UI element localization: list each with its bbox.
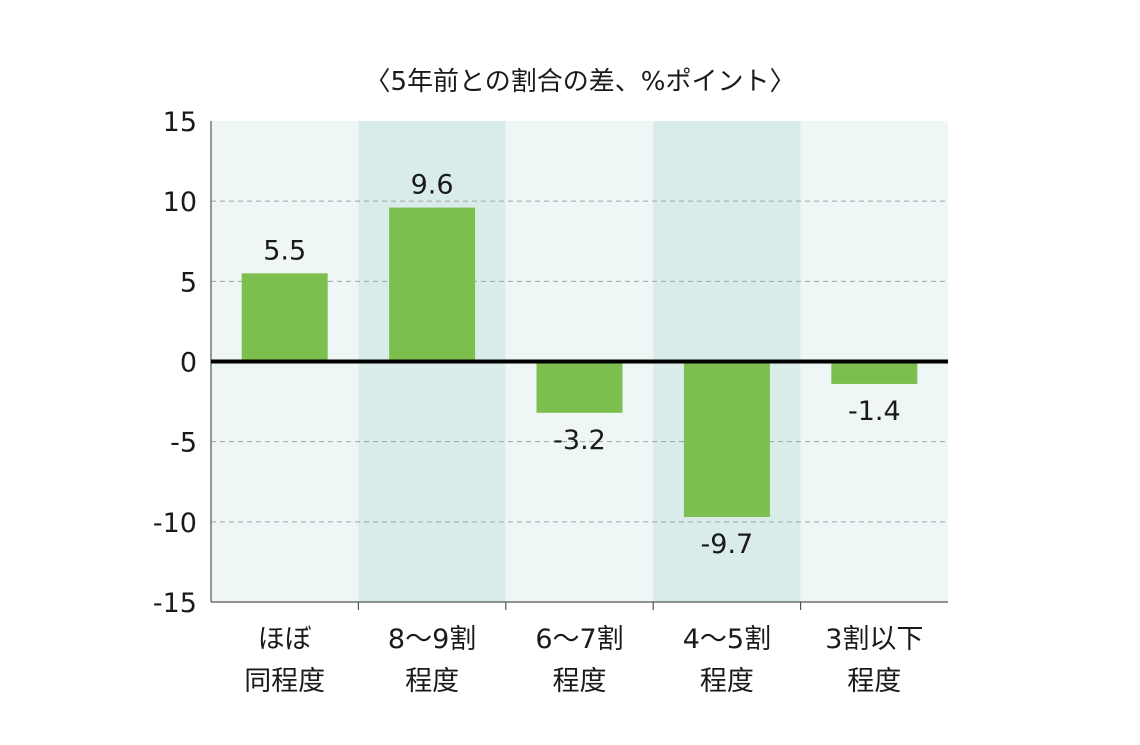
axes — [210, 121, 948, 610]
y-tick-label: -10 — [153, 508, 197, 539]
category-label: 同程度 — [244, 666, 325, 697]
data-label: -1.4 — [848, 396, 901, 427]
category-label: 程度 — [700, 666, 754, 697]
data-label: 9.6 — [411, 170, 454, 201]
category-label: 3割以下 — [825, 624, 923, 655]
y-tick-labels: 15 10 5 0 -5 -10 -15 — [153, 107, 197, 619]
category-label: 6〜7割 — [535, 624, 623, 655]
bars — [241, 207, 918, 518]
category-label: 8〜9割 — [388, 624, 476, 655]
category-label: 程度 — [405, 666, 459, 697]
bar-3 — [536, 361, 623, 413]
bar-4 — [683, 361, 770, 518]
data-label: -9.7 — [701, 529, 754, 560]
data-label: 5.5 — [263, 235, 306, 266]
category-label: 程度 — [553, 666, 607, 697]
bar-5 — [831, 361, 918, 384]
category-label: ほぼ — [258, 624, 312, 655]
y-tick-label: -15 — [153, 588, 197, 619]
y-tick-label: 15 — [163, 107, 197, 138]
y-tick-label: -5 — [170, 428, 197, 459]
data-labels: 5.5 9.6 -3.2 -9.7 -1.4 — [263, 170, 900, 560]
y-tick-label: 0 — [180, 348, 197, 379]
data-label: -3.2 — [553, 425, 606, 456]
category-label: 程度 — [847, 666, 901, 697]
chart-title: 〈5年前との割合の差、%ポイント〉 — [365, 67, 796, 97]
bar-1 — [241, 273, 328, 362]
y-tick-label: 5 — [180, 267, 197, 298]
bar-2 — [389, 207, 476, 362]
gridlines — [211, 200, 948, 523]
category-label: 4〜5割 — [683, 624, 771, 655]
y-tick-label: 10 — [163, 187, 197, 218]
